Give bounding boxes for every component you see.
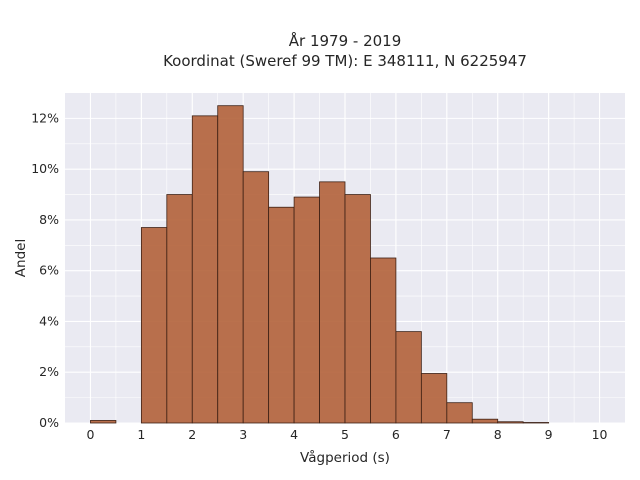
chart-subtitle: Koordinat (Sweref 99 TM): E 348111, N 62… — [163, 52, 527, 70]
y-axis-ticks: 0% 2% 4% 6% 8% 10% 12% — [31, 110, 59, 430]
bars — [90, 105, 550, 424]
histogram-bar — [370, 257, 397, 424]
x-tick-label: 5 — [341, 427, 349, 442]
histogram-bar — [446, 402, 473, 424]
histogram-bar — [344, 194, 371, 424]
histogram-bar — [191, 115, 219, 424]
histogram-bar — [140, 227, 168, 424]
y-tick-label: 12% — [31, 110, 59, 125]
histogram-bar — [522, 422, 550, 424]
x-tick-label: 2 — [188, 427, 196, 442]
x-axis-label: Vågperiod (s) — [300, 449, 390, 466]
histogram-bar — [471, 418, 499, 424]
x-tick-label: 1 — [137, 427, 145, 442]
y-tick-label: 8% — [39, 212, 59, 227]
y-axis-label: Andel — [13, 239, 29, 277]
y-tick-label: 4% — [39, 313, 59, 328]
y-tick-label: 2% — [39, 364, 59, 379]
x-tick-label: 7 — [443, 427, 451, 442]
y-tick-label: 0% — [39, 415, 59, 430]
x-tick-label: 3 — [239, 427, 247, 442]
x-tick-label: 4 — [290, 427, 298, 442]
x-tick-label: 0 — [86, 427, 94, 442]
histogram-bar — [217, 105, 244, 424]
histogram-bar — [497, 421, 524, 424]
x-tick-label: 8 — [494, 427, 502, 442]
histogram-bar — [319, 181, 346, 424]
histogram-bar — [166, 194, 193, 424]
x-axis-ticks: 0 1 2 3 4 5 6 7 8 9 10 — [86, 427, 607, 442]
x-tick-label: 6 — [392, 427, 400, 442]
histogram-bar — [268, 206, 295, 424]
histogram-bar — [395, 331, 422, 424]
chart-title: År 1979 - 2019 — [289, 31, 402, 50]
histogram-bar — [293, 196, 320, 424]
y-tick-label: 10% — [31, 161, 59, 176]
x-tick-label: 10 — [592, 427, 608, 442]
histogram-bar — [420, 373, 448, 424]
histogram-bar — [90, 420, 117, 424]
x-tick-label: 9 — [545, 427, 553, 442]
y-tick-label: 6% — [39, 263, 59, 278]
histogram-bar — [242, 171, 270, 424]
